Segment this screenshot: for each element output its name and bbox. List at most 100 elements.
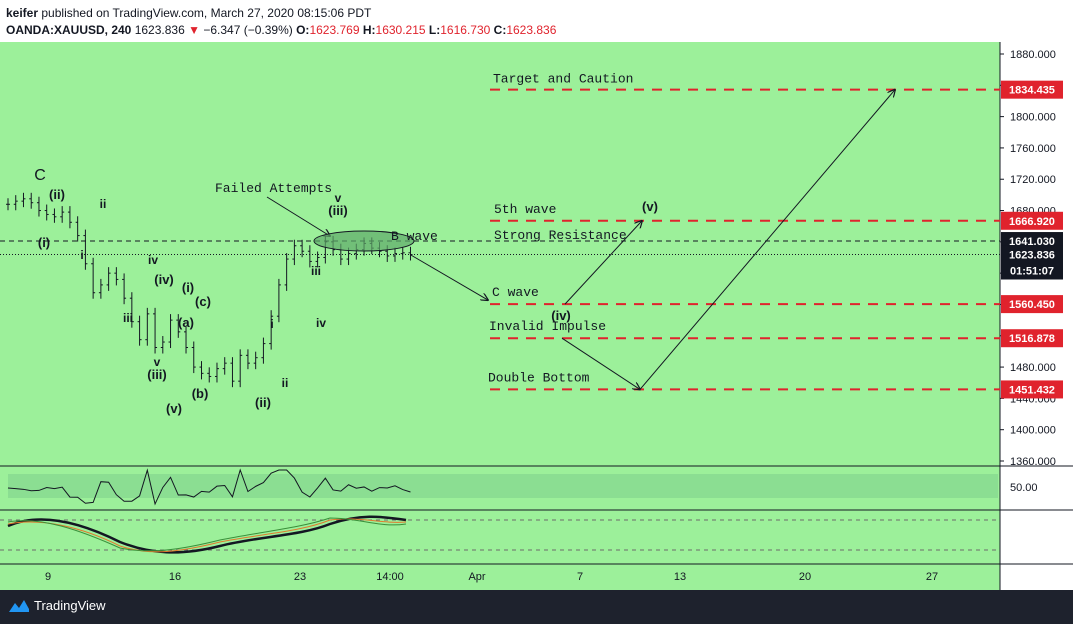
wave-labels: C(ii)(i)iii iv(iv)iii(i)(c)(a)v(iii)(b)(v… <box>34 167 658 416</box>
wave-label: iii <box>311 264 321 278</box>
projection-arrow[interactable] <box>564 221 642 305</box>
level-lines: Target and Caution 5th wave C wave Invalid … <box>0 72 1000 391</box>
time-axis-ticks: 9 16 23 14:00 Apr 7 13 20 27 <box>45 571 938 583</box>
osc-main-line <box>7 515 407 554</box>
oscillator-pane <box>0 515 1000 554</box>
last-price: 1623.836 <box>134 23 185 37</box>
wave-label: (iii) <box>328 203 348 218</box>
high-label: H: <box>362 23 376 37</box>
level-price-badge <box>1001 295 1063 314</box>
level-price-label: 1451.432 <box>1009 384 1055 396</box>
wave-label: (v) <box>642 199 658 214</box>
publish-line: keifer published on TradingView.com, Mar… <box>6 6 371 20</box>
current-price-badge <box>1001 245 1063 280</box>
wave-label: C <box>34 167 46 184</box>
level-label: Invalid Impulse <box>489 319 606 334</box>
level-label: 5th wave <box>494 202 556 217</box>
wave-label: v <box>335 191 342 205</box>
price-change: −6.347 (−0.39%) <box>203 23 293 37</box>
wave-label: v <box>154 355 161 369</box>
price-axis-labels: 1834.435 1666.920 1560.450 1516.878 1451.432… <box>1001 80 1063 399</box>
wave-label: ii <box>100 197 107 211</box>
level-price-label: 1666.920 <box>1009 216 1055 228</box>
open-value: 1623.769 <box>309 23 360 37</box>
time-tick-label: 27 <box>926 571 938 583</box>
time-tick-label: 16 <box>169 571 181 583</box>
price-axis-background <box>1000 42 1073 590</box>
projection-arrows <box>266 90 895 390</box>
open-label: O: <box>296 23 310 37</box>
chart-annotations: Failed Attempts B wave Strong Resistance <box>215 181 627 252</box>
failed-attempts-ellipse[interactable] <box>313 230 415 252</box>
time-tick-label: 14:00 <box>376 571 404 583</box>
wave-label: ii <box>282 376 289 390</box>
chart-background <box>0 42 1000 590</box>
published-text: published on TradingView.com, March 27, … <box>41 6 372 20</box>
price-tick-label: 1400.000 <box>1010 425 1056 437</box>
chart-svg[interactable]: 1880.0001840.0001800.0001760.0001720.000… <box>0 42 1073 590</box>
wave-label: (iv) <box>551 308 571 323</box>
rsi-line <box>7 468 411 506</box>
projection-arrow[interactable] <box>409 254 488 300</box>
b-wave-label: B wave <box>391 229 438 244</box>
symbol-name[interactable]: OANDA:XAUUSD, 240 <box>6 23 132 37</box>
time-tick-label: 20 <box>799 571 811 583</box>
level-price-label: 1834.435 <box>1009 85 1055 97</box>
strong-resistance-label: Strong Resistance <box>494 228 627 243</box>
failed-attempts-label: Failed Attempts <box>215 181 332 196</box>
level-price-badge <box>1001 380 1063 399</box>
failed-attempts-arrow[interactable] <box>266 196 330 236</box>
rsi-level-label: 50.00 <box>1010 482 1038 494</box>
low-label: L: <box>428 23 441 37</box>
wave-label: (iv) <box>154 272 174 287</box>
tradingview-logo-icon[interactable] <box>8 597 30 615</box>
footer: TradingView <box>0 590 1073 624</box>
tradingview-brand[interactable]: TradingView <box>34 598 106 613</box>
level-label: Target and Caution <box>493 72 633 87</box>
wave-label: iv <box>316 316 326 330</box>
level-price-label: 1516.878 <box>1009 333 1055 345</box>
wave-label: (iii) <box>147 367 167 382</box>
price-tick-label: 1720.000 <box>1010 174 1056 186</box>
change-down-icon: ▼ <box>188 23 200 37</box>
time-axis-background <box>0 564 1000 590</box>
projection-arrow[interactable] <box>561 337 640 389</box>
level-price-badge <box>1001 329 1063 348</box>
osc-fast-line <box>7 517 407 552</box>
rsi-pane: 50.00 <box>7 468 1038 506</box>
chart-area[interactable]: 1880.0001840.0001800.0001760.0001720.000… <box>0 42 1073 590</box>
price-tick-label: 1360.000 <box>1010 456 1056 468</box>
wave-label: i <box>270 317 273 331</box>
close-label: C: <box>493 23 507 37</box>
level-price-badge <box>1001 211 1063 230</box>
level-label: C wave <box>492 285 539 300</box>
wave-label: (i) <box>38 235 50 250</box>
time-tick-label: Apr <box>468 571 485 583</box>
publish-header: keifer published on TradingView.com, Mar… <box>0 0 1073 42</box>
time-tick-label: 23 <box>294 571 306 583</box>
price-tick-label: 1480.000 <box>1010 362 1056 374</box>
wave-label: (i) <box>182 280 194 295</box>
price-tick-label: 1800.000 <box>1010 112 1056 124</box>
wave-label: iii <box>123 311 133 325</box>
high-value: 1630.215 <box>375 23 426 37</box>
level-price-badge <box>1001 80 1063 99</box>
price-tick-label: 1880.000 <box>1010 49 1056 61</box>
wave-label: (c) <box>195 294 211 309</box>
wave-label: (ii) <box>255 395 271 410</box>
low-value: 1616.730 <box>440 23 491 37</box>
projection-arrow[interactable] <box>639 90 895 390</box>
wave-label: (ii) <box>49 187 65 202</box>
time-tick-label: 9 <box>45 571 51 583</box>
time-tick-label: 7 <box>577 571 583 583</box>
close-value: 1623.836 <box>506 23 557 37</box>
bar-countdown-label: 01:51:07 <box>1010 265 1054 277</box>
b-wave-price-label: 1641.030 <box>1009 236 1055 248</box>
author-name[interactable]: keifer <box>6 6 39 20</box>
wave-label: (b) <box>192 386 209 401</box>
price-tick-label: 1760.000 <box>1010 143 1056 155</box>
wave-label: (v) <box>166 401 182 416</box>
wave-label: (a) <box>178 315 194 330</box>
wave-label: i <box>80 248 83 262</box>
time-tick-label: 13 <box>674 571 686 583</box>
